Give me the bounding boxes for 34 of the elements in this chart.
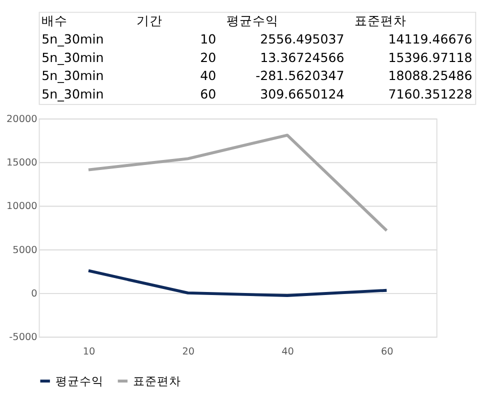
text: 309.6650124 <box>260 86 344 102</box>
text: 5n_30min <box>42 50 104 65</box>
text: 5n_30min <box>42 86 104 102</box>
x-tick-label: 40 <box>282 346 294 358</box>
y-tick-label: 5000 <box>12 244 38 256</box>
text: 표준편차 <box>354 12 407 28</box>
text: -281.5620347 <box>256 68 344 84</box>
legend-label: 표준편차 <box>132 374 181 388</box>
text: 배수 <box>42 12 68 28</box>
text: 18088.25486 <box>388 68 472 84</box>
x-tick-label: 20 <box>182 346 195 358</box>
text: 5n_30min <box>42 68 104 84</box>
text: 40 <box>200 68 216 84</box>
text: 20 <box>200 50 216 65</box>
text: 15396.97118 <box>388 50 472 65</box>
text: 2556.495037 <box>260 31 344 46</box>
line-series <box>87 269 388 297</box>
text: 5n_30min <box>42 31 104 46</box>
y-tick-label: 10000 <box>6 201 38 212</box>
text: 7160.351228 <box>388 86 472 102</box>
y-tick-label: 20000 <box>6 114 38 125</box>
text: 10 <box>200 31 216 46</box>
text: 기간 <box>136 12 163 28</box>
text: 13.36724566 <box>260 50 344 65</box>
y-tick-label: 0 <box>31 288 38 300</box>
line-series <box>87 134 388 232</box>
x-tick-label: 10 <box>82 346 96 358</box>
y-tick-label: -5000 <box>9 332 38 344</box>
x-tick-label: 60 <box>381 346 394 358</box>
text: 60 <box>200 86 216 102</box>
text: 평균수익 <box>226 12 279 28</box>
text: 14119.46676 <box>388 31 472 46</box>
y-tick-label: 15000 <box>6 158 38 169</box>
legend-label: 평균수익 <box>55 374 104 388</box>
